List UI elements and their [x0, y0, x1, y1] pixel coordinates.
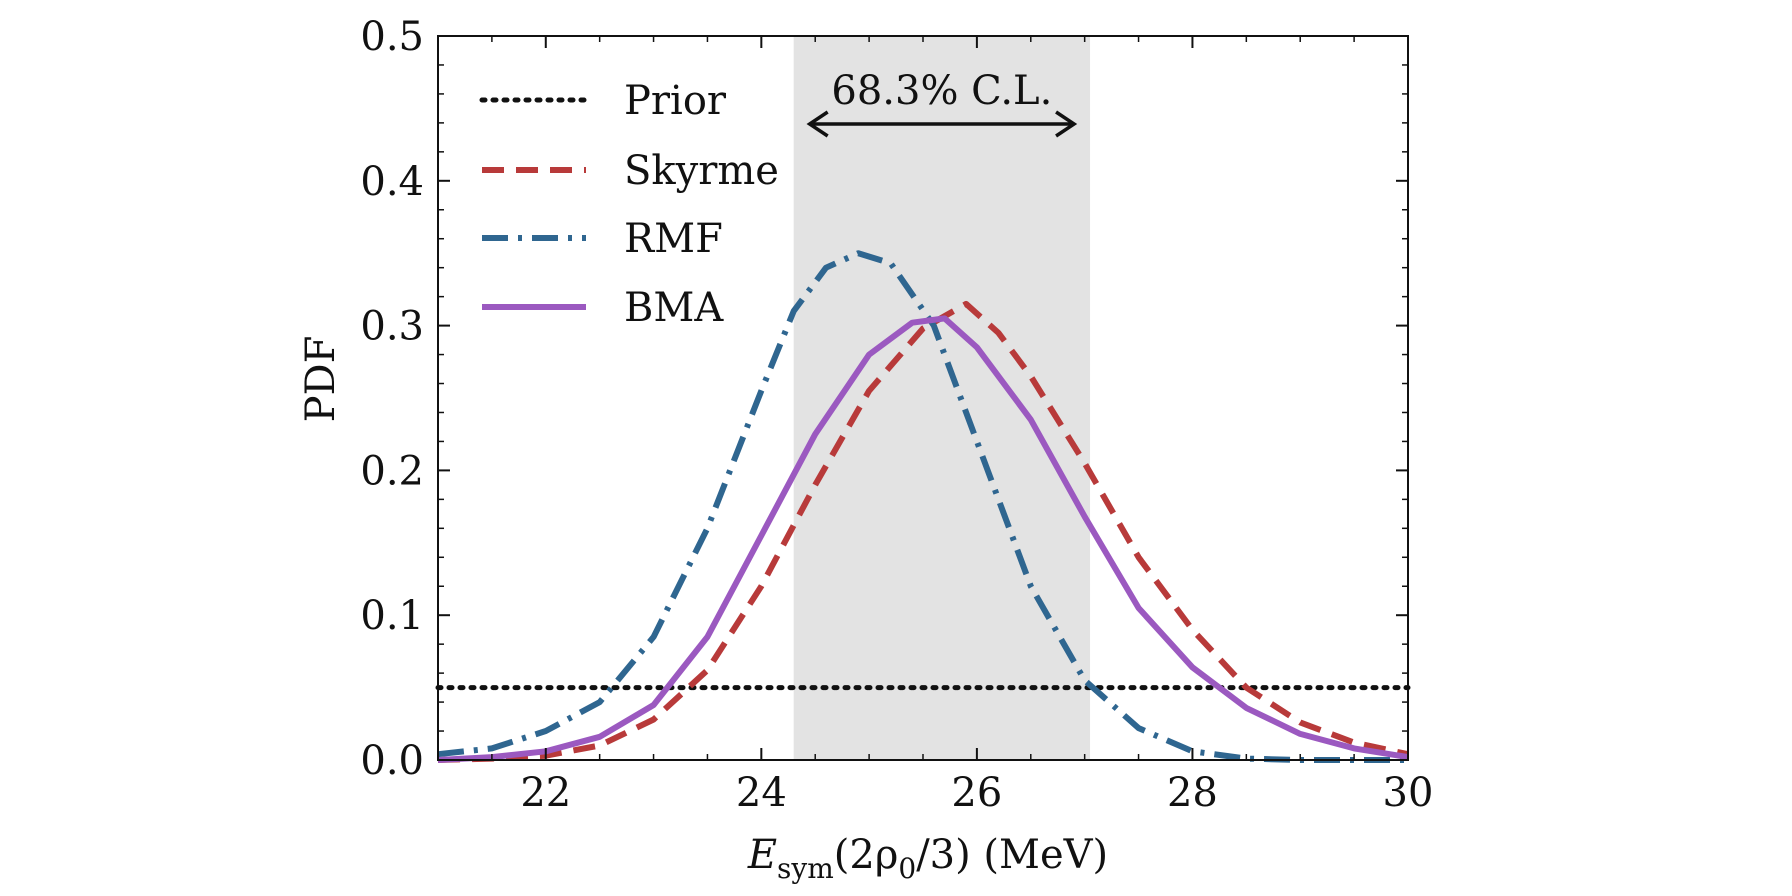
x-tick-label: 24 — [736, 770, 787, 816]
legend-label-skyrme: Skyrme — [624, 148, 779, 194]
x-axis-label-subscript-2: 0 — [898, 852, 916, 885]
series-layer — [435, 250, 1411, 763]
x-tick-label: 22 — [520, 770, 571, 816]
legend: Prior Skyrme RMF BMA — [479, 78, 779, 331]
y-tick-label: 0.3 — [360, 304, 424, 350]
y-tick-label: 0.1 — [360, 593, 424, 639]
y-tick-label: 0.2 — [360, 448, 424, 494]
confidence-annotation: 68.3% C.L. — [806, 68, 1078, 138]
series-line-bma — [437, 315, 1409, 763]
tick-layer: 22 24 26 28 30 0.0 0.1 0.2 0.3 0.4 0.5 — [360, 14, 1433, 816]
x-axis-label-part: (2ρ — [834, 832, 899, 878]
ci-arrow-left-head — [806, 110, 829, 138]
y-tick-label: 0.5 — [360, 14, 424, 60]
x-tick-label: 30 — [1383, 770, 1434, 816]
series-line-rmf — [437, 250, 1408, 763]
x-tick-label: 26 — [951, 770, 1002, 816]
x-axis-label-unit: /3) (MeV) — [916, 832, 1108, 878]
x-axis-label-subscript: sym — [777, 852, 834, 885]
y-tick-label: 0.0 — [360, 738, 424, 784]
x-tick-label: 28 — [1167, 770, 1218, 816]
x-axis-label: Esym(2ρ0/3) (MeV) — [747, 832, 1108, 885]
ci-arrow-right-head — [1055, 110, 1078, 138]
y-axis-label: PDF — [298, 336, 344, 423]
legend-label-prior: Prior — [624, 78, 727, 124]
legend-label-rmf: RMF — [624, 216, 723, 262]
x-axis-label-symbol: E — [747, 832, 777, 878]
ci-label: 68.3% C.L. — [831, 68, 1052, 114]
legend-label-bma: BMA — [624, 285, 724, 331]
y-tick-label: 0.4 — [360, 159, 424, 205]
